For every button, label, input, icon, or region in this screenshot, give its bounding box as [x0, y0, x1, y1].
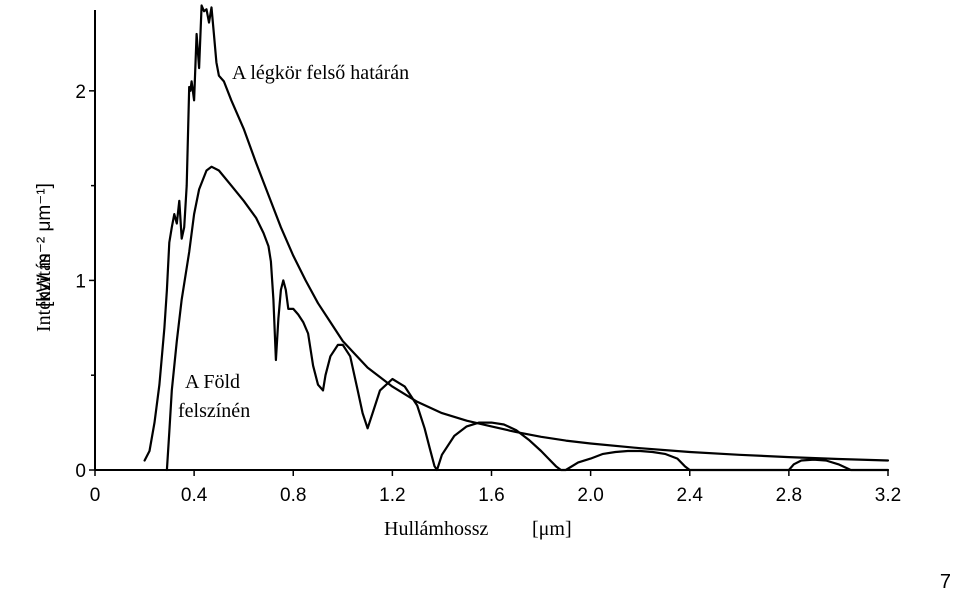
x-tick-label: 0 — [90, 485, 101, 506]
x-axis-label: Hullámhossz — [384, 518, 489, 540]
annotation-earth-surface-line2: felszínén — [178, 400, 250, 422]
x-tick-label: 0.4 — [181, 485, 208, 506]
y-axis-label: Intenzitás — [33, 254, 55, 332]
page-number: 7 — [939, 571, 951, 593]
x-tick-label: 3.2 — [875, 485, 901, 506]
x-tick-label: 1.2 — [379, 485, 405, 506]
x-tick-label: 2.0 — [577, 485, 603, 506]
x-tick-label: 0.8 — [280, 485, 306, 506]
y-axis-unit: [kW m⁻² μm⁻¹] — [34, 183, 55, 307]
tick-marks: 0 0.4 0.8 1.2 1.6 2.0 2.4 2.8 3.2 0 1 2 — [75, 82, 901, 506]
series-line-top-of-atmosphere — [143, 4, 890, 462]
x-axis-unit: [μm] — [532, 518, 572, 540]
series-line-earth-surface — [165, 165, 890, 472]
y-tick-label: 1 — [75, 271, 86, 292]
x-tick-label: 2.8 — [776, 485, 802, 506]
annotation-earth-surface-line1: A Föld — [185, 371, 240, 393]
x-tick-label: 1.6 — [478, 485, 504, 506]
x-tick-label: 2.4 — [677, 485, 704, 506]
annotation-top-of-atmosphere: A légkör felső határán — [232, 62, 409, 84]
series-lines — [143, 4, 890, 472]
y-tick-label: 0 — [75, 461, 86, 482]
y-tick-label: 2 — [75, 82, 86, 103]
